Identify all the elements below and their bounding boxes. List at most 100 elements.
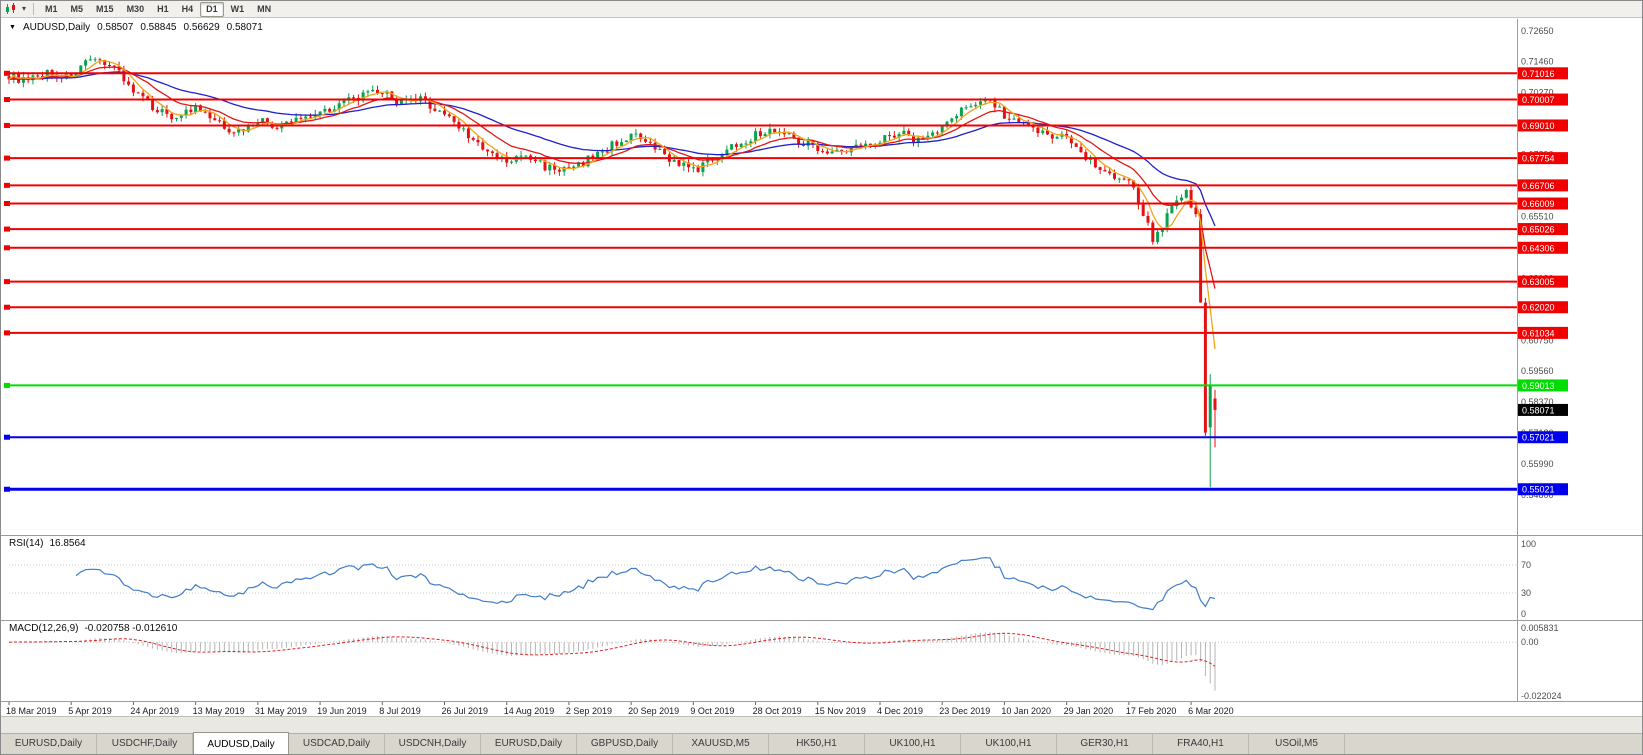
chart-tab-usdchf-daily[interactable]: USDCHF,Daily — [97, 734, 193, 754]
candlestick-glyph — [6, 3, 15, 14]
macd-series — [8, 632, 1216, 691]
rsi-line — [75, 556, 1216, 611]
macd-values: -0.020758 -0.012610 — [84, 623, 178, 634]
svg-text:10 Jan 2020: 10 Jan 2020 — [1001, 706, 1051, 716]
status-band — [1, 716, 1642, 733]
open-value: 0.58507 — [97, 22, 134, 33]
svg-text:4 Dec 2019: 4 Dec 2019 — [877, 706, 923, 716]
timeframe-button-m30[interactable]: M30 — [126, 3, 145, 14]
chart-tab-hk50-h1[interactable]: HK50,H1 — [769, 734, 865, 754]
svg-text:0.005831: 0.005831 — [1521, 623, 1559, 633]
chart-tab-xauusd-m5[interactable]: XAUUSD,M5 — [673, 734, 769, 754]
rsi-series — [75, 556, 1216, 611]
timeframe-toolbar: ▾ M1 M5 M15 M30 H1 H4 D1 W1 MN — [1, 1, 1642, 18]
svg-text:0.60750: 0.60750 — [1521, 335, 1554, 345]
svg-text:0.58370: 0.58370 — [1521, 397, 1554, 407]
svg-text:70: 70 — [1521, 560, 1531, 570]
chart-tab-ger30-h1[interactable]: GER30,H1 — [1057, 734, 1153, 754]
svg-text:18 Mar 2019: 18 Mar 2019 — [6, 706, 57, 716]
time-axis[interactable]: 18 Mar 2019 5 Apr 2019 24 Apr 2019 13 May 2… — [6, 702, 1234, 716]
svg-text:0.63005: 0.63005 — [1522, 277, 1555, 287]
macd-name: MACD(12,26,9) — [9, 623, 79, 634]
svg-text:8 Jul 2019: 8 Jul 2019 — [379, 706, 421, 716]
svg-text:0.58071: 0.58071 — [1522, 405, 1555, 415]
svg-text:30: 30 — [1521, 588, 1531, 598]
chart-tab-usdcnh-daily[interactable]: USDCNH,Daily — [385, 734, 481, 754]
svg-text:0.62020: 0.62020 — [1522, 303, 1555, 313]
macd-indicator-label: MACD(12,26,9) -0.020758 -0.012610 — [9, 623, 177, 634]
chevron-down-icon[interactable]: ▾ — [22, 4, 27, 13]
svg-text:0.64306: 0.64306 — [1522, 243, 1555, 253]
chart-title: ▼ AUDUSD,Daily 0.58507 0.58845 0.56629 0… — [9, 22, 263, 33]
svg-text:28 Oct 2019: 28 Oct 2019 — [753, 706, 802, 716]
timeframe-buttons: M1 M5 M15 M30 H1 H4 D1 W1 MN — [39, 1, 277, 17]
timeframe-button-m5[interactable]: M5 — [70, 3, 84, 14]
chart-tab-audusd-daily[interactable]: AUDUSD,Daily — [193, 732, 289, 754]
chart-tab-eurusd-daily[interactable]: EURUSD,Daily — [1, 734, 97, 754]
ma-34-line — [8, 71, 1216, 227]
svg-text:0.70007: 0.70007 — [1522, 95, 1555, 105]
close-value: 0.58071 — [226, 22, 263, 33]
svg-text:0.65510: 0.65510 — [1521, 211, 1554, 221]
svg-text:2 Sep 2019: 2 Sep 2019 — [566, 706, 612, 716]
chart-tab-uk100-h1[interactable]: UK100,H1 — [961, 734, 1057, 754]
svg-text:17 Feb 2020: 17 Feb 2020 — [1126, 706, 1177, 716]
svg-text:0.70270: 0.70270 — [1521, 88, 1554, 98]
chart-type-icon[interactable] — [4, 3, 18, 16]
chart-tab-eurusd-daily[interactable]: EURUSD,Daily — [481, 734, 577, 754]
svg-text:0.71460: 0.71460 — [1521, 57, 1554, 67]
macd-signal-line — [8, 632, 1216, 667]
svg-text:6 Mar 2020: 6 Mar 2020 — [1188, 706, 1234, 716]
one-click-trading-toggle-icon[interactable]: ▼ — [9, 24, 16, 31]
svg-text:5 Apr 2019: 5 Apr 2019 — [68, 706, 112, 716]
svg-text:0.55021: 0.55021 — [1522, 485, 1555, 495]
svg-text:23 Dec 2019: 23 Dec 2019 — [939, 706, 990, 716]
chart-tab-usdcad-daily[interactable]: USDCAD,Daily — [289, 734, 385, 754]
chart-tab-gbpusd-daily[interactable]: GBPUSD,Daily — [577, 734, 673, 754]
timeframe-button-d1[interactable]: D1 — [200, 1, 224, 17]
timeframe-button-m15[interactable]: M15 — [96, 3, 114, 14]
rsi-value: 16.8564 — [49, 538, 86, 549]
rsi-name: RSI(14) — [9, 538, 44, 549]
svg-text:26 Jul 2019: 26 Jul 2019 — [442, 706, 489, 716]
svg-text:0.69010: 0.69010 — [1522, 121, 1555, 131]
chart-tab-usoil-m5[interactable]: USOil,M5 — [1249, 734, 1345, 754]
high-value: 0.58845 — [140, 22, 177, 33]
chart-tabs-bar: EURUSD,Daily USDCHF,Daily AUDUSD,Daily USDC… — [1, 732, 1642, 754]
svg-text:0.55990: 0.55990 — [1521, 459, 1554, 469]
svg-text:-0.022024: -0.022024 — [1521, 691, 1562, 701]
svg-text:9 Oct 2019: 9 Oct 2019 — [690, 706, 734, 716]
svg-text:0.67754: 0.67754 — [1522, 154, 1555, 164]
price-axis[interactable]: 0.726500.714600.702700.690800.678900.667… — [1518, 26, 1568, 500]
svg-text:0.71016: 0.71016 — [1522, 69, 1555, 79]
svg-text:0.59560: 0.59560 — [1521, 366, 1554, 376]
svg-text:13 May 2019: 13 May 2019 — [193, 706, 245, 716]
chart-tab-fra40-h1[interactable]: FRA40,H1 — [1153, 734, 1249, 754]
indicator-axes: 100 70 30 0 0.005831 0.00 -0.022024 — [1521, 539, 1562, 701]
svg-text:14 Aug 2019: 14 Aug 2019 — [504, 706, 555, 716]
rsi-indicator-label: RSI(14) 16.8564 — [9, 538, 86, 549]
toolbar-separator — [33, 3, 35, 15]
timeframe-button-mn[interactable]: MN — [257, 3, 272, 14]
svg-text:19 Jun 2019: 19 Jun 2019 — [317, 706, 367, 716]
svg-text:0.00: 0.00 — [1521, 637, 1539, 647]
svg-text:0.66706: 0.66706 — [1522, 181, 1555, 191]
chart-tab-uk100-h1[interactable]: UK100,H1 — [865, 734, 961, 754]
timeframe-button-w1[interactable]: W1 — [230, 3, 245, 14]
indicator-level-lines — [9, 564, 1517, 643]
moving-averages — [8, 60, 1216, 350]
svg-text:0.72650: 0.72650 — [1521, 26, 1554, 36]
svg-text:15 Nov 2019: 15 Nov 2019 — [815, 706, 866, 716]
horizontal-lines[interactable] — [4, 70, 1517, 492]
ma-5-line — [8, 60, 1216, 350]
svg-text:29 Jan 2020: 29 Jan 2020 — [1064, 706, 1114, 716]
svg-text:20 Sep 2019: 20 Sep 2019 — [628, 706, 679, 716]
svg-text:31 May 2019: 31 May 2019 — [255, 706, 307, 716]
timeframe-button-m1[interactable]: M1 — [45, 3, 58, 14]
timeframe-button-h1[interactable]: H1 — [157, 3, 169, 14]
svg-text:0.61034: 0.61034 — [1522, 328, 1555, 338]
panel-borders — [1, 19, 1642, 702]
timeframe-button-h4[interactable]: H4 — [181, 3, 194, 14]
